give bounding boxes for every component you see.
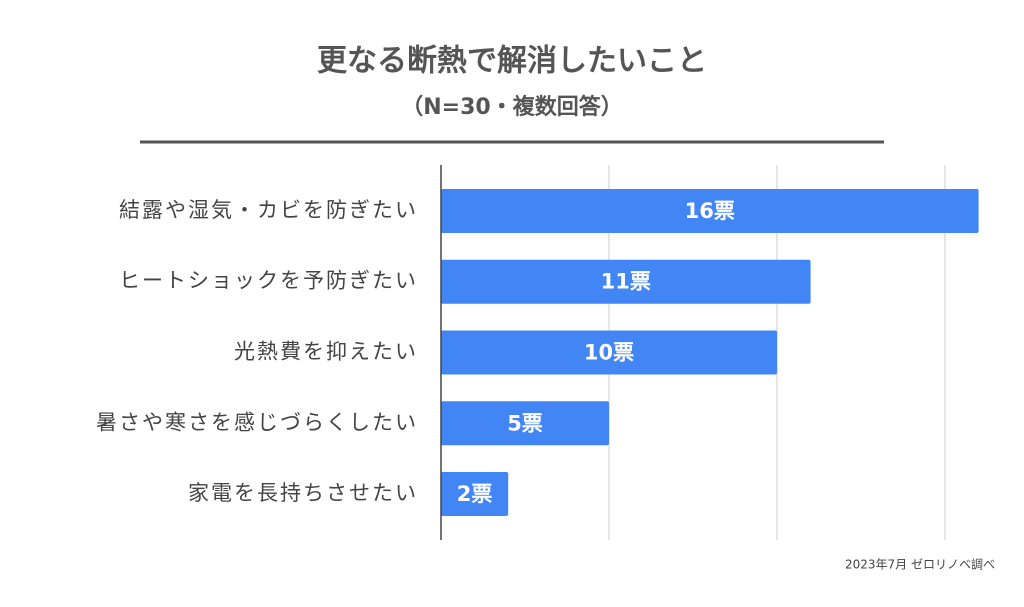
chart-subtitle: （N=30・複数回答） bbox=[401, 94, 622, 120]
data-label: 2票 bbox=[457, 482, 493, 506]
bar bbox=[441, 330, 777, 375]
bar bbox=[441, 188, 979, 233]
y-tick-label: ヒートショックを予防ぎたい bbox=[119, 269, 418, 293]
data-label: 11票 bbox=[601, 270, 651, 294]
y-tick-label: 暑さや寒さを感じづらくしたい bbox=[96, 410, 418, 434]
y-tick-label: 光熱費を抑えたい bbox=[234, 340, 418, 364]
bar bbox=[441, 472, 509, 517]
data-label: 16票 bbox=[685, 199, 735, 223]
data-label: 5票 bbox=[507, 411, 543, 435]
y-tick-label: 家電を長持ちさせたい bbox=[188, 481, 418, 505]
bar bbox=[441, 259, 811, 304]
y-tick-label: 結露や湿気・カビを防ぎたい bbox=[119, 198, 418, 222]
footnote: 2023年7月 ゼロリノベ調べ bbox=[845, 558, 995, 572]
chart-title: 更なる断熱で解消したいこと bbox=[317, 44, 707, 79]
bar bbox=[441, 401, 609, 446]
data-label: 10票 bbox=[584, 341, 634, 365]
